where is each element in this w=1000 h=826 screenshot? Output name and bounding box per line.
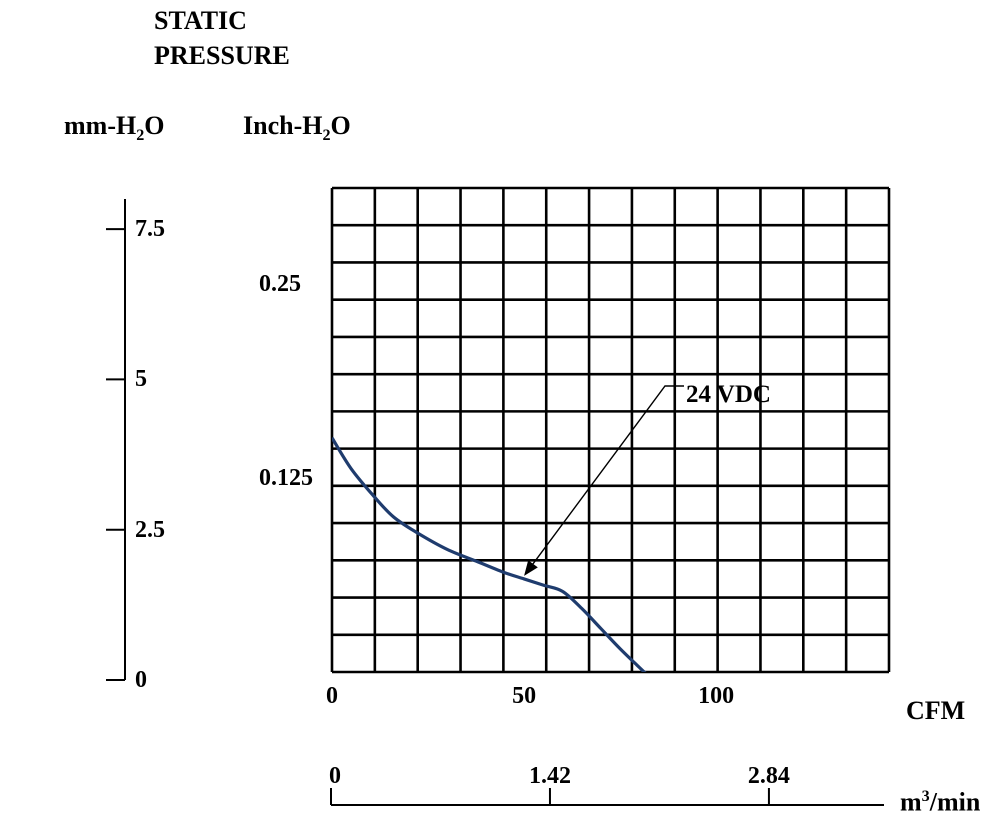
- m3-tick-label: 2.84: [747, 763, 790, 789]
- x-axis-unit-cfm: CFM: [906, 696, 966, 725]
- mm-tick-label: 5: [135, 366, 147, 393]
- m3-axis: [330, 788, 884, 806]
- mm-tick-label: 0: [135, 667, 147, 693]
- m3-tick-label: 1.42: [528, 763, 571, 789]
- cfm-tick-label: 100: [698, 683, 735, 709]
- annotation-label-24vdc: 24 VDC: [686, 381, 771, 408]
- chart-title-line-1: STATIC: [154, 6, 247, 35]
- series: [332, 436, 647, 672]
- annotation: 24 VDC: [524, 381, 771, 576]
- y-axis-unit-mm: mm-H2O: [64, 111, 165, 145]
- m3-tick-label: 0: [329, 763, 341, 789]
- grid: [330, 186, 891, 674]
- annotation-arrowhead: [524, 560, 538, 576]
- mm-tick-label: 2.5: [135, 516, 165, 543]
- series-line-24vdc: [332, 436, 647, 672]
- cfm-tick-label: 0: [326, 683, 338, 709]
- y-axis-unit-inch: Inch-H2O: [243, 111, 351, 145]
- inch-tick-label: 0.25: [259, 271, 301, 298]
- inch-tick-label: 0.125: [259, 465, 313, 492]
- annotation-leader-line: [529, 385, 684, 569]
- mm-tick-label: 7.5: [135, 216, 165, 243]
- x2-axis-unit-m3min: m3/min: [900, 787, 981, 817]
- mm-axis: [106, 199, 126, 681]
- cfm-tick-label: 50: [512, 683, 537, 709]
- chart-title-line-2: PRESSURE: [154, 41, 290, 70]
